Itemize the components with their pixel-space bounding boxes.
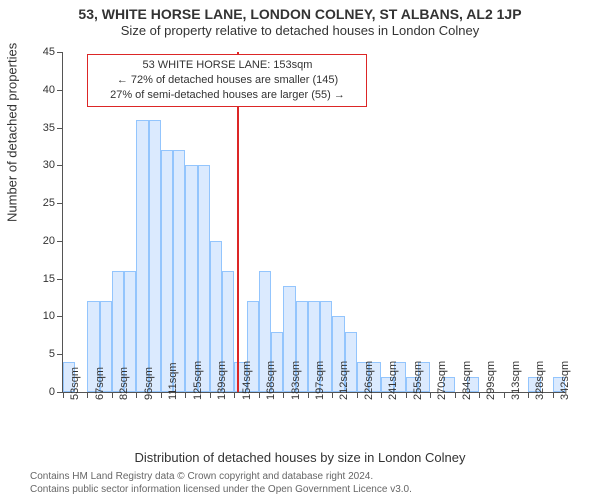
footer-attribution: Contains HM Land Registry data © Crown c… (30, 471, 412, 496)
histogram-bar (173, 150, 185, 392)
x-tick-label: 270sqm (436, 361, 448, 400)
x-tick-label: 342sqm (559, 361, 571, 400)
x-tick-label: 183sqm (290, 361, 302, 400)
x-tick-label: 255sqm (412, 361, 424, 400)
x-tick (430, 392, 431, 398)
x-tick (553, 392, 554, 398)
x-tick (455, 392, 456, 398)
x-tick (185, 392, 186, 398)
footer-line-2: Contains public sector information licen… (30, 484, 412, 497)
x-tick (528, 392, 529, 398)
histogram-bar (198, 165, 210, 392)
y-tick-label: 25 (43, 197, 63, 209)
x-tick-label: 241sqm (387, 361, 399, 400)
y-tick-label: 35 (43, 122, 63, 134)
histogram-bar (136, 120, 148, 392)
x-tick-label: 139sqm (216, 361, 228, 400)
x-tick-label: 53sqm (69, 367, 81, 400)
histogram-bar (149, 120, 161, 392)
y-tick-label: 30 (43, 159, 63, 171)
x-tick-label: 125sqm (192, 361, 204, 400)
y-tick-label: 45 (43, 46, 63, 58)
x-tick (161, 392, 162, 398)
x-tick-label: 197sqm (314, 361, 326, 400)
x-tick-label: 82sqm (118, 367, 130, 400)
x-tick (381, 392, 382, 398)
chart-title: 53, WHITE HORSE LANE, LONDON COLNEY, ST … (0, 6, 600, 22)
x-tick (63, 392, 64, 398)
x-tick (136, 392, 137, 398)
x-tick (87, 392, 88, 398)
page-root: 53, WHITE HORSE LANE, LONDON COLNEY, ST … (0, 0, 600, 500)
x-tick-label: 168sqm (265, 361, 277, 400)
x-tick-label: 226sqm (363, 361, 375, 400)
y-tick-label: 10 (43, 310, 63, 322)
chart-subtitle: Size of property relative to detached ho… (0, 24, 600, 39)
x-tick-label: 284sqm (461, 361, 473, 400)
x-tick-label: 96sqm (143, 367, 155, 400)
x-tick-label: 328sqm (534, 361, 546, 400)
x-tick (332, 392, 333, 398)
x-tick (259, 392, 260, 398)
x-axis-title: Distribution of detached houses by size … (0, 450, 600, 465)
x-tick (112, 392, 113, 398)
x-tick (210, 392, 211, 398)
footer-line-1: Contains HM Land Registry data © Crown c… (30, 471, 412, 484)
y-tick-label: 40 (43, 84, 63, 96)
y-tick-label: 5 (49, 348, 63, 360)
x-tick-label: 154sqm (241, 361, 253, 400)
histogram-bar (161, 150, 173, 392)
y-axis-title: Number of detached properties (5, 43, 20, 222)
x-tick-label: 313sqm (510, 361, 522, 400)
info-box-line: 27% of semi-detached houses are larger (… (94, 88, 360, 103)
x-tick (479, 392, 480, 398)
x-tick-label: 212sqm (338, 361, 350, 400)
plot-area: 05101520253035404553sqm67sqm82sqm96sqm11… (62, 52, 565, 393)
x-tick (357, 392, 358, 398)
x-tick-label: 111sqm (167, 362, 179, 400)
x-tick (406, 392, 407, 398)
y-tick-label: 0 (49, 386, 63, 398)
x-tick-label: 299sqm (485, 361, 497, 400)
x-tick (504, 392, 505, 398)
y-tick-label: 15 (43, 273, 63, 285)
x-tick-label: 67sqm (94, 367, 106, 400)
histogram-bar (185, 165, 197, 392)
x-tick (308, 392, 309, 398)
x-tick (234, 392, 235, 398)
info-box-line: ← 72% of detached houses are smaller (14… (94, 73, 360, 88)
x-tick (283, 392, 284, 398)
info-box-line: 53 WHITE HORSE LANE: 153sqm (94, 58, 360, 73)
y-tick-label: 20 (43, 235, 63, 247)
info-box: 53 WHITE HORSE LANE: 153sqm← 72% of deta… (87, 54, 367, 107)
